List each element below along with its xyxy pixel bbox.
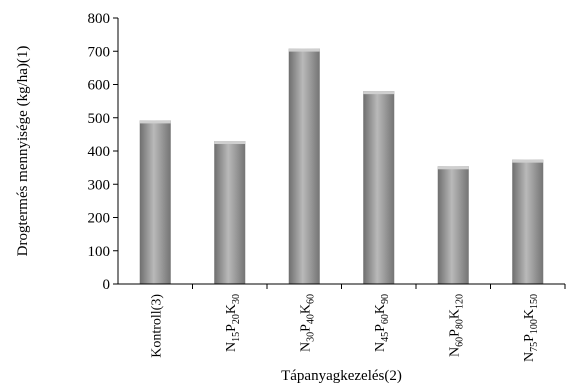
x-tick-label-text: N xyxy=(224,342,239,352)
y-tick-label: 200 xyxy=(88,211,111,227)
y-tick-label: 100 xyxy=(88,244,111,260)
x-tick-label-text: N xyxy=(298,342,313,352)
x-tick-label-text: P xyxy=(298,324,313,332)
x-tick-label: N15P20K30 xyxy=(224,294,242,352)
x-tick-label-text: P xyxy=(373,324,388,332)
y-tick-label: 800 xyxy=(88,11,111,27)
y-tick-label: 300 xyxy=(88,177,111,193)
y-axis-title: Drogtermés mennyisége (kg/ha)(1) xyxy=(15,46,31,257)
y-ticks: 0 100 200 300 400 500 600 700 800 xyxy=(88,11,118,293)
bar-top-highlight xyxy=(288,48,320,52)
x-ticks: Kontroll(3) N15P20K30N30P40K60N45P60K90N6… xyxy=(149,284,566,362)
y-tick-label: 400 xyxy=(88,144,111,160)
x-tick-label-text: K xyxy=(224,304,239,314)
x-tick-label-text: P xyxy=(522,334,537,342)
bar-top-highlight xyxy=(139,120,171,124)
bars xyxy=(139,48,544,285)
x-tick-label-subscript: 150 xyxy=(529,294,540,309)
y-tick-label: 600 xyxy=(88,78,111,94)
x-tick-label-subscript: 60 xyxy=(305,294,316,304)
x-tick-label: N60P80K120 xyxy=(447,294,465,357)
x-tick-label-subscript: 30 xyxy=(231,294,242,304)
axes xyxy=(117,18,565,285)
y-tick-label: 0 xyxy=(103,277,111,293)
bar-top-highlight xyxy=(512,159,544,163)
bar-top-highlight xyxy=(214,141,246,145)
x-tick-label-subscript: 100 xyxy=(529,319,540,334)
x-tick-label-text: P xyxy=(447,329,462,337)
x-tick-label: N30P40K60 xyxy=(298,294,316,352)
x-tick-label-subscript: 75 xyxy=(529,342,540,352)
bar-top-highlight xyxy=(363,91,395,95)
x-tick-label: Kontroll(3) xyxy=(149,294,164,358)
bar xyxy=(214,141,246,284)
x-tick-label-subscript: 30 xyxy=(305,332,316,342)
x-tick-label-text: K xyxy=(298,304,313,314)
x-tick-label-text: K xyxy=(447,309,462,319)
x-tick-label-subscript: 40 xyxy=(305,314,316,324)
x-axis-title: Tápanyagkezelés(2) xyxy=(281,368,402,384)
bar xyxy=(139,120,171,284)
x-tick-label-text: K xyxy=(373,304,388,314)
bar xyxy=(512,159,544,284)
y-tick-label: 500 xyxy=(88,111,111,127)
x-tick-label: N75P100K150 xyxy=(522,294,540,362)
y-tick-label: 700 xyxy=(88,44,111,60)
x-tick-label-subscript: 60 xyxy=(454,337,465,347)
bar xyxy=(363,91,395,285)
bar xyxy=(437,166,469,284)
x-tick-label-subscript: 20 xyxy=(231,314,242,324)
x-tick-label-text: N xyxy=(373,342,388,352)
x-tick-label-subscript: 45 xyxy=(380,332,391,342)
x-tick-label-subscript: 120 xyxy=(454,294,465,309)
x-tick-label-text: K xyxy=(522,309,537,319)
x-tick-label-text: P xyxy=(224,324,239,332)
bar xyxy=(288,48,320,285)
x-tick-label-text: N xyxy=(522,352,537,362)
x-tick-label-text: N xyxy=(447,347,462,357)
x-tick-label-subscript: 90 xyxy=(380,294,391,304)
bar-top-highlight xyxy=(437,166,469,170)
x-tick-label-subscript: 15 xyxy=(231,332,242,342)
x-tick-label: N45P60K90 xyxy=(373,294,391,352)
x-tick-label-text: Kontroll(3) xyxy=(149,294,164,358)
x-tick-label-subscript: 80 xyxy=(454,319,465,329)
x-tick-label-subscript: 60 xyxy=(380,314,391,324)
